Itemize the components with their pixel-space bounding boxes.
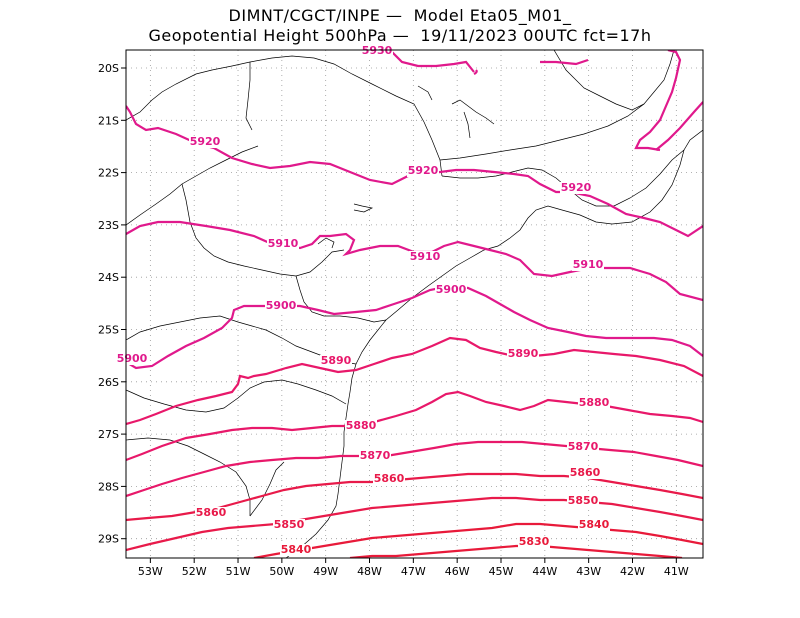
lat-tick-label: 23S: [98, 219, 119, 232]
lat-tick-label: 28S: [98, 480, 119, 493]
contour-5830: [349, 544, 683, 558]
contour-label-bg: [578, 519, 610, 531]
lon-tick-label: 50W: [269, 565, 294, 578]
lat-tick-label: 25S: [98, 324, 119, 337]
lon-tick-label: 51W: [226, 565, 251, 578]
contour-label-bg: [572, 259, 604, 271]
lon-tick-label: 41W: [664, 565, 689, 578]
lon-tick-label: 53W: [138, 565, 163, 578]
contour-labels: 5930592059205920591059105910590059005900…: [116, 44, 610, 556]
graticule-grid: [126, 50, 703, 558]
contour-label: 5880: [579, 396, 610, 409]
contour-label: 5850: [568, 494, 599, 507]
lat-tick-label: 21S: [98, 114, 119, 127]
contour-label-bg: [507, 348, 539, 360]
contour-label: 5910: [410, 250, 441, 263]
contour-label-bg: [409, 251, 441, 263]
contour-label-bg: [435, 284, 467, 296]
contour-5890: [126, 336, 703, 426]
contour-label: 5870: [360, 449, 391, 462]
reservoir: [417, 85, 495, 139]
contour-label: 5890: [321, 354, 352, 367]
contour-label-bg: [265, 300, 297, 312]
contour-label-bg: [518, 536, 550, 548]
contour-label: 5860: [196, 506, 227, 519]
contour-label: 5900: [117, 352, 148, 365]
state-border: [439, 50, 675, 161]
contour-5850: [126, 496, 703, 552]
state-border: [126, 55, 443, 177]
map-title-line2: Geopotential Height 500hPa — 19/11/2023 …: [148, 26, 652, 45]
lon-tick-label: 52W: [182, 565, 207, 578]
reservoir: [317, 237, 335, 249]
contour-label-bg: [567, 441, 599, 453]
lon-tick-label: 45W: [489, 565, 514, 578]
state-border: [553, 50, 645, 111]
state-border: [295, 275, 387, 323]
contour-label: 5880: [346, 419, 377, 432]
coastline-south: [249, 461, 285, 517]
contour-label-bg: [116, 353, 148, 365]
lon-tick-label: 48W: [357, 565, 382, 578]
lat-tick-label: 26S: [98, 376, 119, 389]
contour-label: 5910: [573, 258, 604, 271]
contour-label-bg: [280, 544, 312, 556]
contour-label: 5920: [561, 181, 592, 194]
state-border: [441, 149, 685, 207]
contour-label-bg: [320, 355, 352, 367]
country-border: [126, 437, 251, 516]
contour-label: 5840: [579, 518, 610, 531]
contour-label: 5850: [274, 518, 305, 531]
reservoir: [353, 203, 374, 213]
state-border: [126, 145, 259, 226]
contour-label-bg: [273, 519, 305, 531]
lat-tick-label: 22S: [98, 167, 119, 180]
lon-tick-label: 44W: [532, 565, 557, 578]
contour-label: 5830: [519, 535, 550, 548]
contour-label-bg: [373, 473, 405, 485]
lon-tick-label: 49W: [313, 565, 338, 578]
contour-label: 5840: [281, 543, 312, 556]
contour-label: 5910: [268, 237, 299, 250]
state-border: [126, 379, 347, 413]
contour-label-bg: [359, 450, 391, 462]
contour-label-bg: [267, 238, 299, 250]
contour-label: 5860: [570, 466, 601, 479]
contour-label-bg: [195, 507, 227, 519]
contour-5930: [389, 50, 703, 152]
contour-5870: [126, 440, 703, 498]
contour-label: 5900: [436, 283, 467, 296]
contour-label: 5920: [408, 164, 439, 177]
contour-label-bg: [189, 136, 221, 148]
coastline: [285, 129, 703, 558]
contour-label: 5860: [374, 472, 405, 485]
contour-label: 5870: [568, 440, 599, 453]
lat-tick-label: 24S: [98, 271, 119, 284]
lon-tick-label: 46W: [445, 565, 470, 578]
map-title-line1: DIMNT/CGCT/INPE — Model Eta05_M01_: [228, 6, 572, 25]
contour-5840: [253, 522, 703, 558]
contour-label: 5890: [508, 347, 539, 360]
contour-label-bg: [407, 165, 439, 177]
lon-tick-label: 43W: [576, 565, 601, 578]
contour-label: 5900: [266, 299, 297, 312]
contour-5900: [126, 284, 703, 370]
lat-tick-label: 27S: [98, 428, 119, 441]
axis-ticks: 53W 52W 51W 50W 49W 48W 47W 46W 45W 44W 43W 42W 41W 2…: [98, 62, 689, 578]
lon-tick-label: 42W: [620, 565, 645, 578]
state-border: [245, 62, 253, 131]
contour-label-bg: [578, 397, 610, 409]
lat-tick-label: 20S: [98, 62, 119, 75]
map-frame: [125, 49, 704, 559]
contour-label-bg: [569, 467, 601, 479]
contour-label: 5920: [190, 135, 221, 148]
contour-label-bg: [361, 45, 393, 57]
contour-label-bg: [567, 495, 599, 507]
state-border: [181, 183, 345, 277]
contour-label-bg: [560, 182, 592, 194]
lon-tick-label: 47W: [401, 565, 426, 578]
contour-label-bg: [345, 420, 377, 432]
lat-tick-label: 29S: [98, 533, 119, 546]
